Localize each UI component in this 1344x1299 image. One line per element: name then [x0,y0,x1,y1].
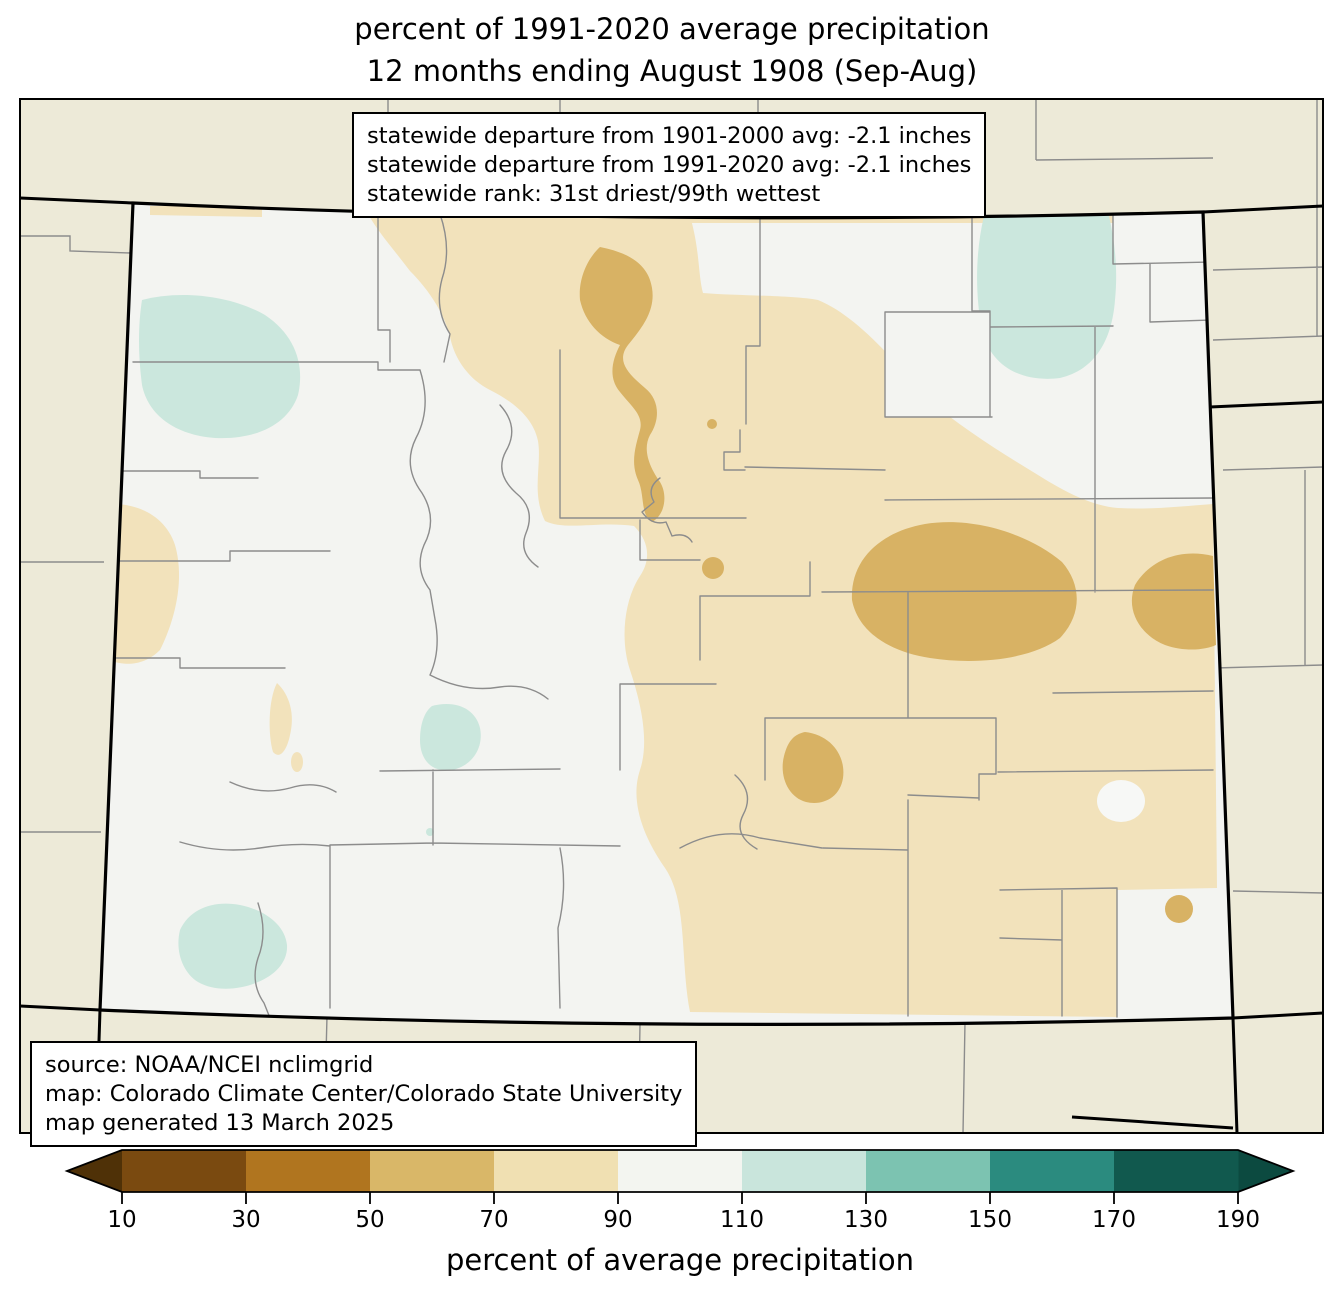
colorbar-segment [990,1150,1115,1192]
colorbar-segment [742,1150,867,1192]
colorbar-tick-label: 30 [231,1207,261,1233]
statewide-stats-box: statewide departure from 1901-2000 avg: … [352,112,987,219]
colorbar [64,1149,1296,1204]
colorbar-tick-label: 110 [720,1207,764,1233]
title-line-1: percent of 1991-2020 average precipitati… [354,12,990,46]
stats-line-2: statewide departure from 1991-2020 avg: … [367,151,972,178]
source-line-3: map generated 13 March 2025 [45,1109,395,1136]
colorbar-under-arrow [67,1150,122,1192]
colorbar-tick-label: 10 [107,1207,137,1233]
source-line-1: source: NOAA/NCEI nclimgrid [45,1052,374,1078]
colorbar-segment [866,1150,991,1192]
title-line-2: 12 months ending August 1908 (Sep-Aug) [366,54,978,88]
colorbar-tick-label: 190 [1216,1207,1260,1233]
colorbar-tick-label: 130 [844,1207,888,1233]
stats-line-3: statewide rank: 31st driest/99th wettest [367,180,821,207]
colorbar-axis-label: percent of average precipitation [445,1243,915,1277]
source-line-2: map: Colorado Climate Center/Colorado St… [45,1080,683,1107]
colorbar-over-arrow [1238,1150,1293,1192]
figure-title: percent of 1991-2020 average precipitati… [0,8,1344,92]
colorbar-segment [618,1150,743,1192]
colorbar-segment [370,1150,495,1192]
colorbar-tick-label: 90 [603,1207,633,1233]
band-90-110-spots [885,312,1145,822]
county-lines [100,213,1214,1024]
colorbar-tick-label: 170 [1092,1207,1136,1233]
band-110-130-patches [139,212,1117,989]
colorbar-segment [122,1150,247,1192]
source-attribution-box: source: NOAA/NCEI nclimgrid map: Colorad… [30,1041,698,1148]
colorbar-segment [494,1150,619,1192]
colorbar-segment [246,1150,371,1192]
colorbar-segment [1114,1150,1239,1192]
stats-line-1: statewide departure from 1901-2000 avg: … [367,123,972,149]
colorbar-tick-label: 70 [479,1207,509,1233]
colorbar-tick-label: 50 [355,1207,385,1233]
colorbar-tick-label: 150 [968,1207,1012,1233]
